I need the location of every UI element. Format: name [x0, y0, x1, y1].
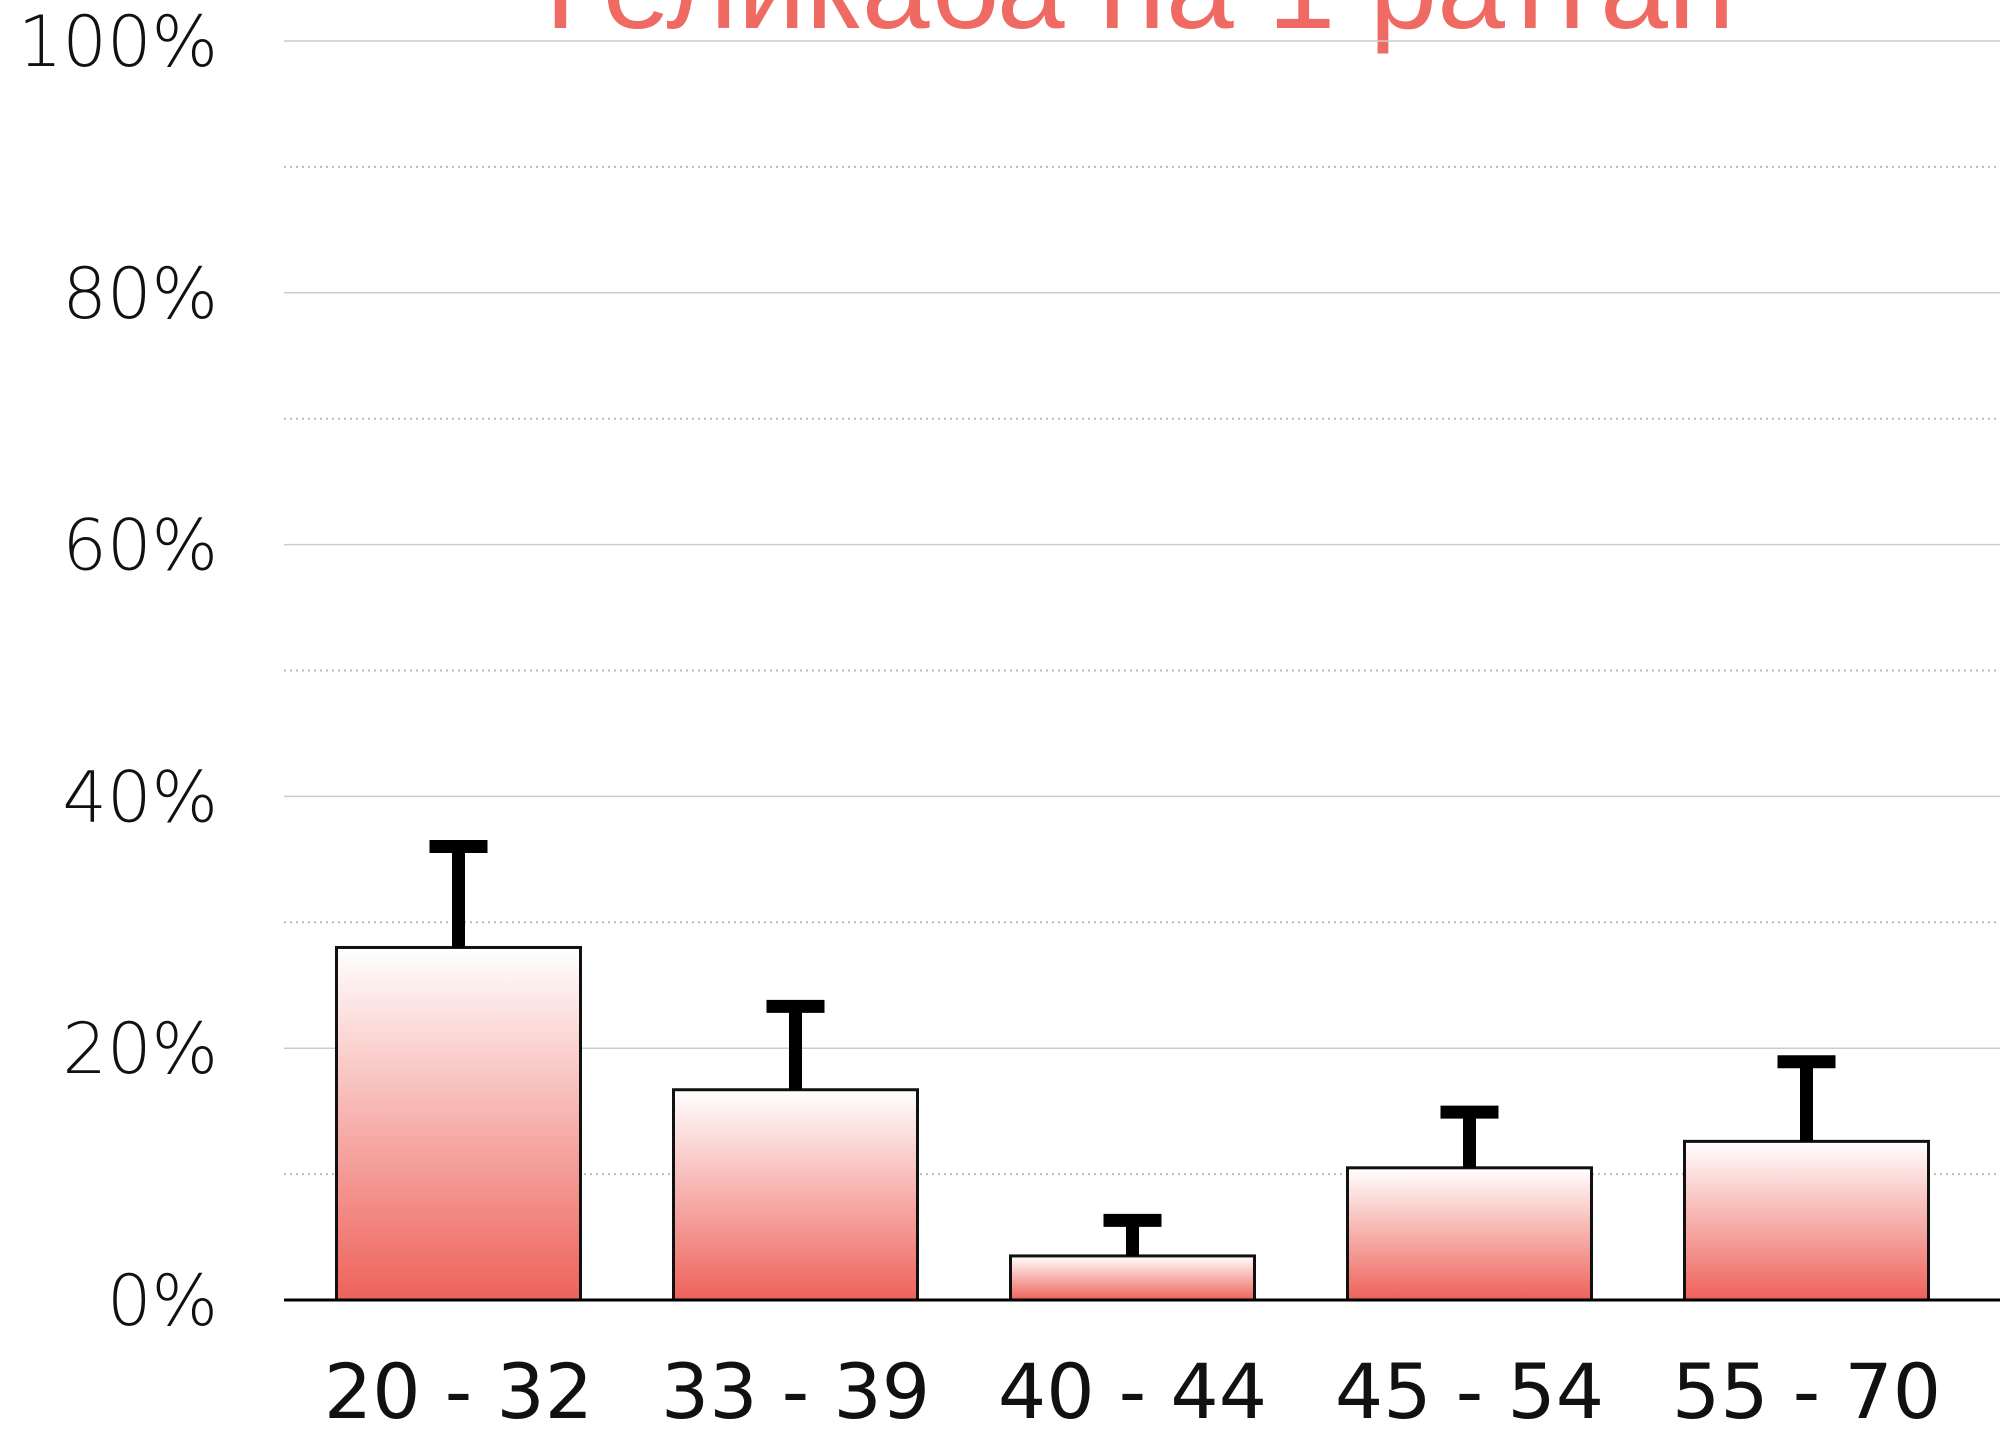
y-tick-label: 20%	[62, 1008, 218, 1090]
x-tick-label: 45 - 54	[1335, 1347, 1604, 1431]
chart-title: Геликаба на 1 ратган	[545, 0, 1736, 54]
error-bars	[429, 839, 1836, 1256]
x-axis-labels: 20 - 32 33 - 39 40 - 44 45 - 54 55 - 70	[324, 1347, 1941, 1431]
x-tick-label: 55 - 70	[1672, 1347, 1941, 1431]
x-tick-label: 20 - 32	[324, 1347, 593, 1431]
bar	[672, 1088, 919, 1302]
x-tick-label: 33 - 39	[661, 1347, 930, 1431]
bar	[1683, 1139, 1930, 1302]
y-tick-label: 40%	[62, 756, 218, 838]
y-tick-label: 60%	[62, 505, 218, 587]
y-tick-label: 80%	[62, 253, 218, 335]
bar	[335, 945, 582, 1302]
bar	[1009, 1254, 1256, 1302]
y-axis-ticks: 0% 20% 40% 60% 80% 100%	[18, 1, 218, 1342]
x-tick-label: 40 - 44	[998, 1347, 1267, 1431]
y-tick-label: 100%	[18, 1, 218, 83]
y-tick-label: 0%	[107, 1260, 218, 1342]
bar	[1346, 1166, 1593, 1302]
